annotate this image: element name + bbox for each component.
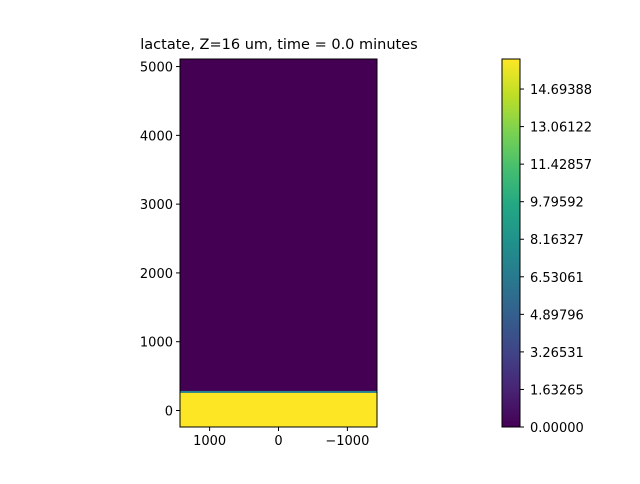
x-axis: 1000 0 −1000 — [193, 427, 369, 449]
colorbar-tick-label: 9.79592 — [530, 196, 584, 211]
y-tick-label: 0 — [165, 404, 173, 419]
heatmap-region — [180, 59, 377, 392]
colorbar-tick-label: 8.16327 — [530, 233, 584, 248]
colorbar-gradient — [502, 59, 520, 427]
colorbar-tick-label: 4.89796 — [530, 308, 584, 323]
y-tick-label: 1000 — [140, 336, 173, 351]
y-axis: 0 1000 2000 3000 4000 5000 — [140, 61, 180, 419]
plot-area — [179, 58, 378, 428]
colorbar-frame — [501, 58, 521, 428]
x-tick-label: 1000 — [193, 434, 226, 449]
colorbar-tick-label: 11.42857 — [530, 158, 592, 173]
chart-title: lactate, Z=16 um, time = 0.0 minutes — [140, 37, 417, 53]
colorbar-tick-label: 6.53061 — [530, 271, 584, 286]
x-tick-label: 0 — [274, 434, 282, 449]
colorbar-tick-label: 3.26531 — [530, 346, 584, 361]
y-tick-label: 5000 — [140, 61, 173, 76]
y-tick-label: 2000 — [140, 267, 173, 282]
heatmap-region — [180, 391, 377, 427]
colorbar-tick-label: 0.00000 — [530, 421, 584, 436]
colorbar: 0.00000 1.63265 3.26531 4.89796 6.53061 8.163… — [501, 58, 592, 436]
region-boundary — [180, 390, 377, 393]
x-tick-label: −1000 — [325, 434, 369, 449]
y-tick-label: 3000 — [140, 198, 173, 213]
colorbar-tick-label: 1.63265 — [530, 383, 584, 398]
y-tick-label: 4000 — [140, 129, 173, 144]
colorbar-tick-label: 14.69388 — [530, 83, 592, 98]
colorbar-tick-label: 13.06122 — [530, 121, 592, 136]
